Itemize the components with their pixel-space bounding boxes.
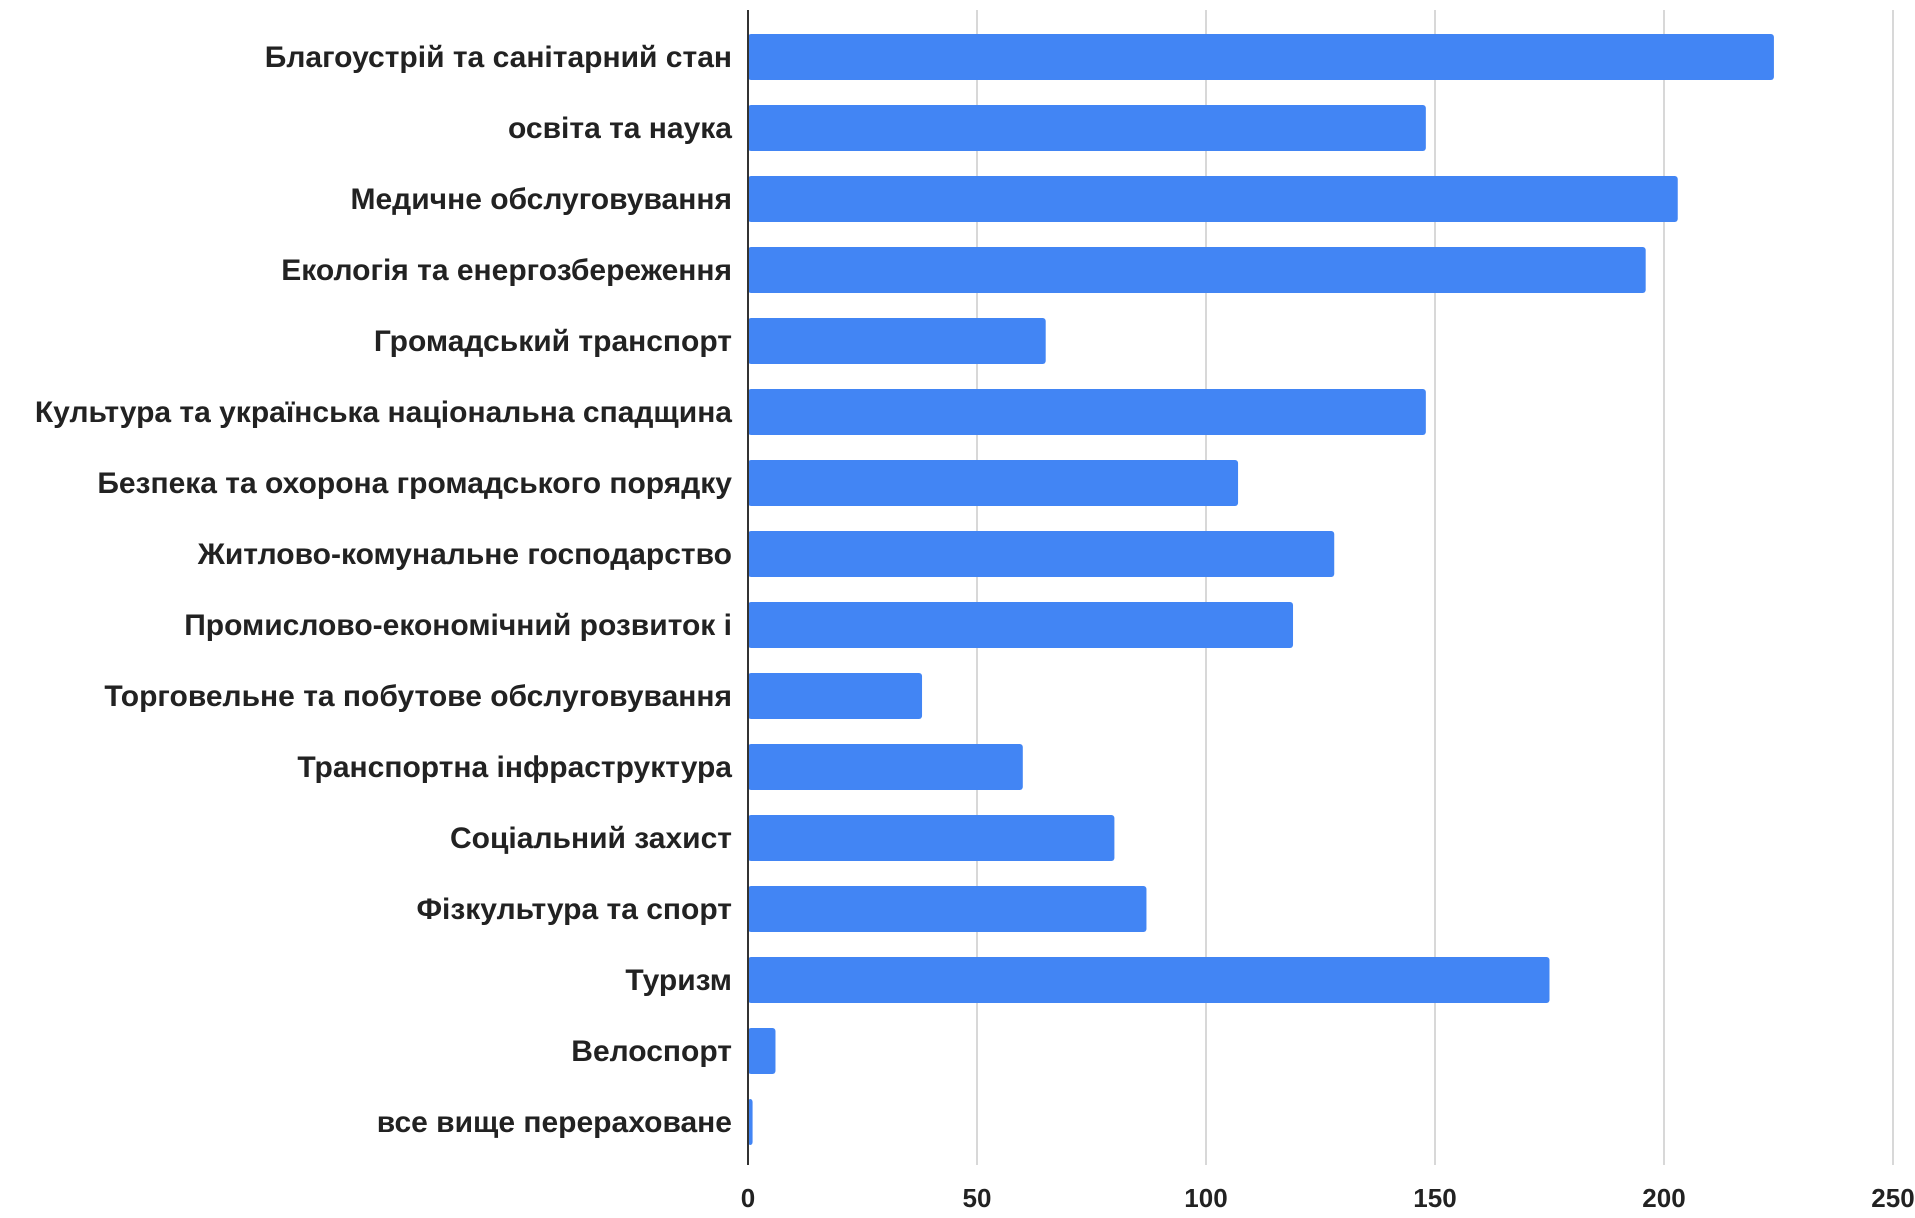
- category-label: Культура та українська національна спадщ…: [35, 396, 732, 429]
- bar[interactable]: [748, 744, 1023, 790]
- category-label: Промислово-економічний розвиток і: [184, 609, 732, 642]
- bar[interactable]: [748, 1028, 776, 1074]
- bar[interactable]: [748, 318, 1046, 364]
- bar[interactable]: [748, 1099, 753, 1145]
- category-label: Соціальний захист: [450, 822, 732, 855]
- bar[interactable]: [748, 815, 1115, 861]
- bar[interactable]: [748, 105, 1426, 151]
- category-label: Екологія та енергозбереження: [281, 254, 732, 287]
- x-tick-label: 200: [1642, 1183, 1685, 1213]
- category-label: Громадський транспорт: [374, 325, 732, 358]
- category-labels: Благоустрій та санітарний стан освіта та …: [35, 41, 732, 1139]
- bars: [748, 34, 1774, 1145]
- category-label: освіта та наука: [508, 112, 732, 145]
- bar[interactable]: [748, 176, 1678, 222]
- x-tick-label: 50: [963, 1183, 992, 1213]
- x-tick-label: 0: [741, 1183, 755, 1213]
- category-label: Велоспорт: [571, 1035, 732, 1068]
- bar[interactable]: [748, 247, 1646, 293]
- category-label: Безпека та охорона громадського порядку: [97, 467, 732, 500]
- x-tick-label: 150: [1413, 1183, 1456, 1213]
- x-tick-labels: 0 50 100 150 200 250: [741, 1183, 1915, 1213]
- bar[interactable]: [748, 673, 923, 719]
- bar[interactable]: [748, 460, 1239, 506]
- bar[interactable]: [748, 602, 1294, 648]
- bar[interactable]: [748, 34, 1774, 80]
- bar[interactable]: [748, 389, 1426, 435]
- x-tick-label: 250: [1871, 1183, 1914, 1213]
- category-label: Туризм: [625, 964, 732, 997]
- bar[interactable]: [748, 886, 1147, 932]
- category-label: Медичне обслуговування: [351, 183, 733, 216]
- category-label: Транспортна інфраструктура: [297, 751, 732, 784]
- bar[interactable]: [748, 531, 1335, 577]
- bar[interactable]: [748, 957, 1550, 1003]
- category-label: Благоустрій та санітарний стан: [265, 41, 732, 74]
- category-label: Житлово-комунальне господарство: [197, 538, 732, 571]
- category-label: все вище перераховане: [377, 1106, 732, 1139]
- x-tick-label: 100: [1184, 1183, 1227, 1213]
- category-label: Фізкультура та спорт: [416, 893, 732, 926]
- category-label: Торговельне та побутове обслуговування: [104, 680, 732, 713]
